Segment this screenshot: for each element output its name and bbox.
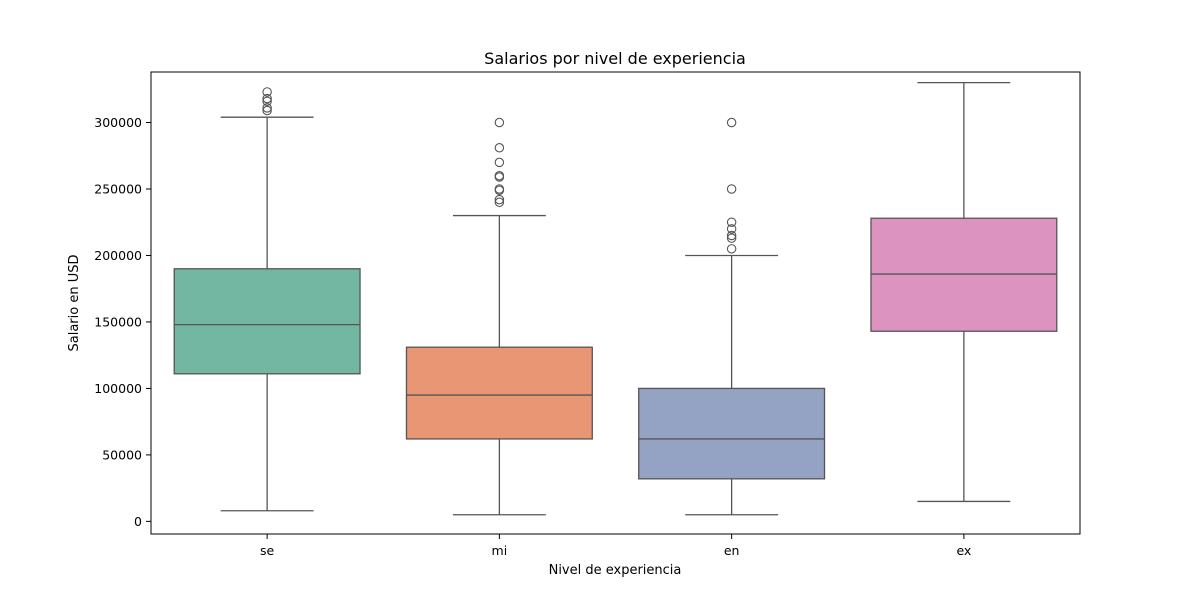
outlier-point xyxy=(726,184,737,194)
outlier-point xyxy=(262,105,272,116)
outlier-point xyxy=(262,87,272,97)
outlier-point xyxy=(726,117,737,128)
x-tick-label-ex: ex xyxy=(956,543,971,558)
y-tick-label: 50000 xyxy=(102,447,142,462)
y-tick-label: 250000 xyxy=(94,181,142,196)
x-axis-label: Nivel de experiencia xyxy=(549,563,682,578)
y-tick-label: 100000 xyxy=(94,381,142,396)
y-axis: 0 50000 100000 150000 200000 250000 300000 xyxy=(94,115,151,529)
outlier-point xyxy=(494,157,505,168)
outlier-point xyxy=(494,172,505,182)
box-group-se xyxy=(173,87,361,512)
outlier-point xyxy=(262,93,272,104)
plot-frame xyxy=(150,71,1081,535)
outlier-point xyxy=(494,197,505,208)
box-mi xyxy=(405,346,593,440)
outlier-point xyxy=(494,194,505,205)
y-tick-label: 200000 xyxy=(94,248,142,263)
x-axis: se mi en ex xyxy=(260,534,971,558)
outlier-point xyxy=(726,224,737,234)
outlier-point xyxy=(262,96,272,106)
y-tick-label: 0 xyxy=(134,514,142,529)
outlier-point xyxy=(494,117,505,128)
outlier-point xyxy=(726,230,737,241)
box-group-mi xyxy=(405,117,593,516)
y-axis-label: Salario en USD xyxy=(67,255,82,352)
y-tick-label: 300000 xyxy=(94,115,142,130)
chart-title: Salarios por nivel de experiencia xyxy=(484,49,746,68)
box-group-ex xyxy=(870,81,1058,503)
outlier-point xyxy=(262,103,272,113)
box-group-en xyxy=(638,117,826,516)
x-tick-label-en: en xyxy=(724,543,740,558)
box-ex xyxy=(870,217,1058,332)
outlier-point xyxy=(726,244,737,254)
y-tick-label: 150000 xyxy=(94,314,142,329)
outlier-point xyxy=(726,217,737,227)
plot-area xyxy=(173,81,1058,516)
box-se xyxy=(173,268,361,375)
outlier-point xyxy=(494,143,505,153)
outlier-point xyxy=(726,233,737,243)
x-tick-label-se: se xyxy=(260,543,275,558)
outlier-point xyxy=(494,185,505,196)
x-tick-label-mi: mi xyxy=(492,543,508,558)
box-en xyxy=(638,387,826,480)
